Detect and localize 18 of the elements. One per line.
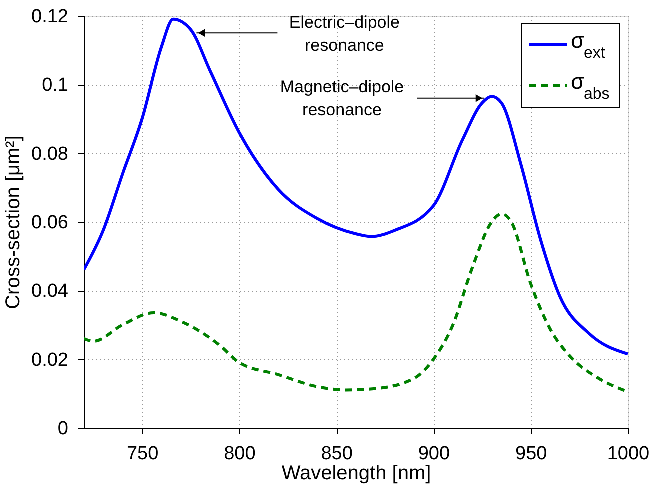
annotation: Electric–dipole resonance — [289, 13, 400, 56]
y-tick-label: 0.04 — [32, 281, 69, 302]
y-tick-label: 0.08 — [32, 144, 68, 165]
x-tick-label: 950 — [516, 444, 548, 464]
x-tick-label: 900 — [418, 444, 450, 464]
y-tick-label: 0.12 — [32, 6, 68, 28]
y-tick-label: 0.02 — [32, 350, 68, 371]
line-series — [84, 212, 628, 394]
y-tick-label: 0 — [58, 418, 68, 440]
y-axis-title: Cross-section [μm²] — [2, 136, 25, 310]
y-tick-label: 0.06 — [32, 212, 68, 234]
y-tick-label: 0.1 — [42, 75, 68, 96]
x-tick-label: 1000 — [607, 444, 650, 464]
annotation: Magnetic–dipole resonance — [280, 77, 404, 120]
x-tick-label: 750 — [126, 444, 159, 464]
x-tick-label: 850 — [321, 444, 353, 464]
x-axis-title: Wavelength [nm] — [282, 462, 432, 484]
x-tick-label: 800 — [224, 444, 256, 464]
